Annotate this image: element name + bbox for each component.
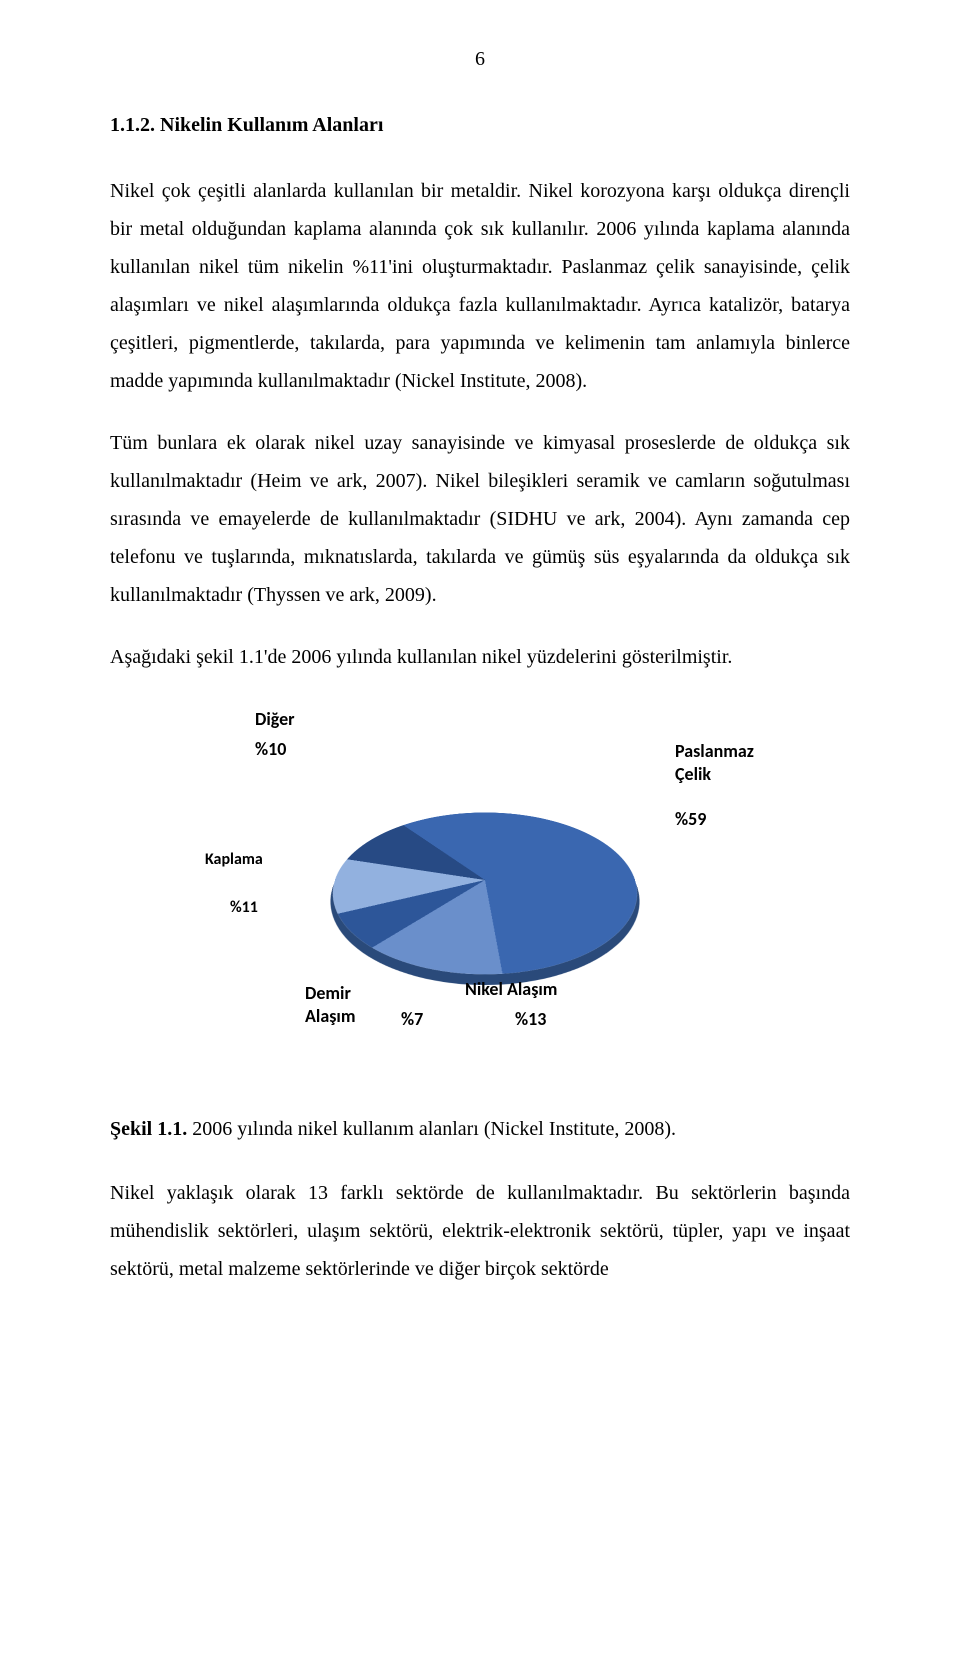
- pie-label-name: PaslanmazÇelik: [675, 740, 754, 785]
- pie-label-percent: %59: [675, 808, 706, 831]
- pie-label-percent: %7: [401, 1008, 423, 1031]
- section-heading: 1.1.2. Nikelin Kullanım Alanları: [110, 106, 850, 144]
- pie-label-name: Kaplama: [205, 850, 263, 870]
- page-number: 6: [110, 40, 850, 78]
- pie-label-percent: %10: [255, 738, 286, 761]
- paragraph-4: Nikel yaklaşık olarak 13 farklı sektörde…: [110, 1174, 850, 1288]
- paragraph-2: Tüm bunlara ek olarak nikel uzay sanayis…: [110, 424, 850, 614]
- paragraph-3: Aşağıdaki şekil 1.1'de 2006 yılında kull…: [110, 638, 850, 676]
- pie-label-name: Diğer: [255, 708, 295, 731]
- pie-chart-figure: PaslanmazÇelik %59 Nikel Alaşım %13 DemirAla…: [110, 700, 850, 1080]
- figure-caption-text: 2006 yılında nikel kullanım alanları (Ni…: [192, 1118, 676, 1140]
- pie-disc: [305, 812, 665, 974]
- pie-label-name: DemirAlaşım: [305, 982, 355, 1027]
- pie-label-percent: %11: [230, 898, 258, 918]
- pie-chart: PaslanmazÇelik %59 Nikel Alaşım %13 DemirAla…: [155, 700, 805, 1080]
- pie-label-percent: %13: [515, 1008, 546, 1031]
- pie-label-name: Nikel Alaşım: [465, 978, 557, 1001]
- paragraph-1: Nikel çok çeşitli alanlarda kullanılan b…: [110, 172, 850, 400]
- pie-3d-container: [335, 730, 635, 930]
- figure-caption: Şekil 1.1. 2006 yılında nikel kullanım a…: [110, 1110, 850, 1148]
- document-page: 6 1.1.2. Nikelin Kullanım Alanları Nikel…: [0, 0, 960, 1372]
- figure-caption-label: Şekil 1.1.: [110, 1118, 187, 1140]
